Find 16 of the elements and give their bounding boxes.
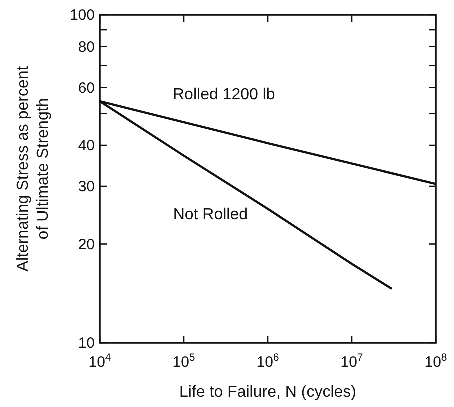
y-tick-label: 10 bbox=[78, 335, 95, 352]
y-tick-label: 100 bbox=[70, 7, 95, 24]
x-tick-label: 10$^{4}$ bbox=[88, 352, 112, 371]
y-tick-label: 20 bbox=[78, 236, 95, 254]
y-tick-label: 30 bbox=[78, 178, 95, 196]
x-tick-label: 10$^{6}$ bbox=[256, 352, 280, 371]
x-tick-label: 10$^{7}$ bbox=[340, 352, 364, 371]
y-tick-label: 40 bbox=[78, 138, 95, 155]
y-axis-title: Alternating Stress as percent of Ultimate Strength bbox=[15, 66, 52, 272]
series-label: Not Rolled bbox=[173, 206, 248, 224]
y-tick-label: 60 bbox=[78, 80, 95, 97]
series-label: Rolled 1200 lb bbox=[173, 86, 276, 104]
x-axis-title: Life to Failure, N (cycles) bbox=[180, 384, 356, 401]
y-tick-label: 80 bbox=[78, 38, 95, 56]
x-tick-label: 10$^{5}$ bbox=[172, 352, 196, 371]
x-tick-label: 10$^{8}$ bbox=[424, 352, 448, 371]
